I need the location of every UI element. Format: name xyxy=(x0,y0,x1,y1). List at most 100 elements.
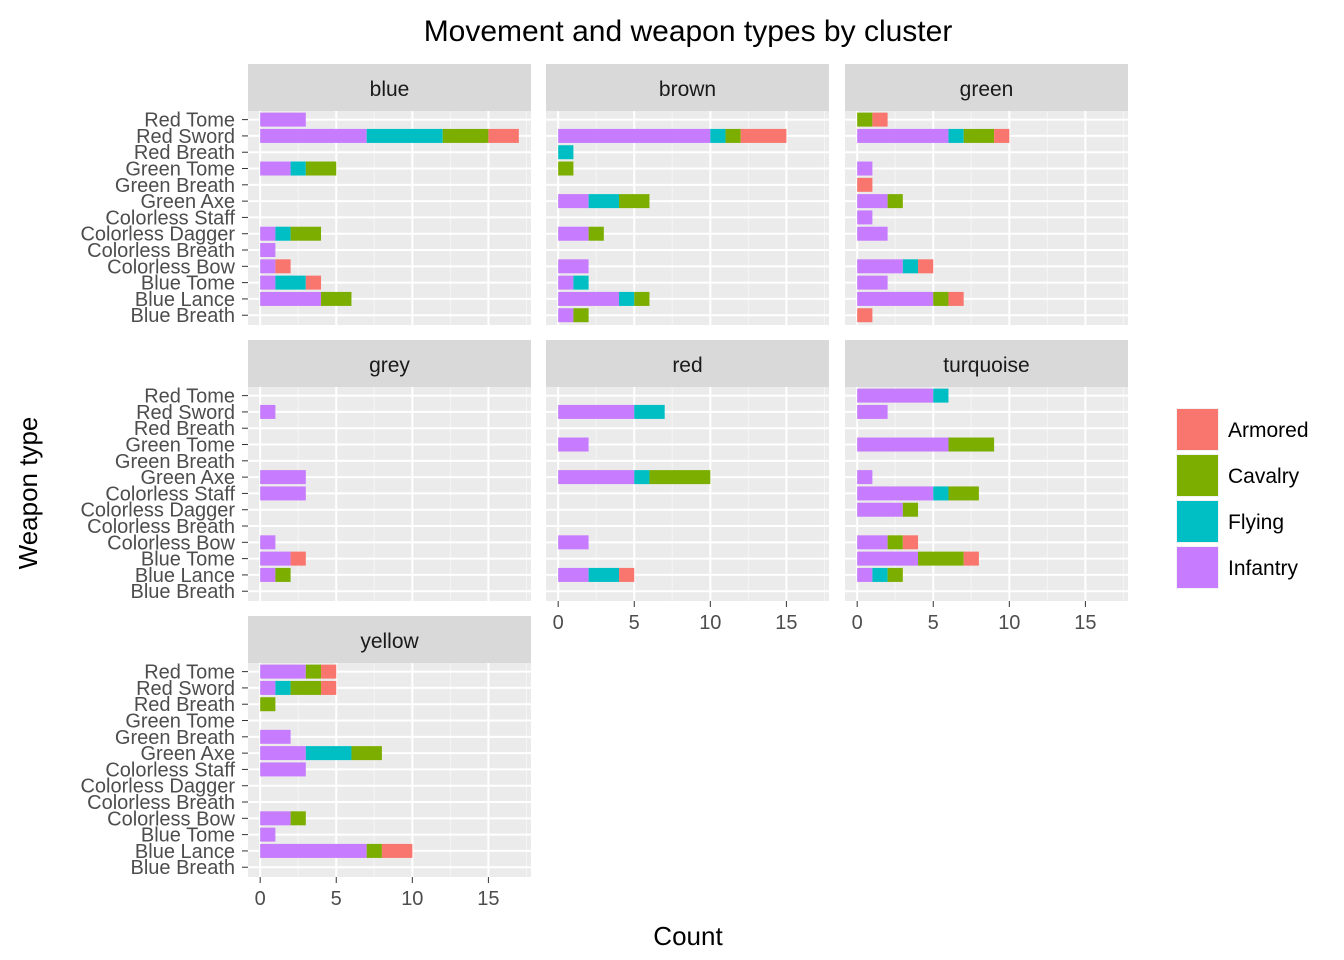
bar-segment-infantry xyxy=(260,843,367,858)
facet-strip-label: brown xyxy=(659,78,716,101)
bar-segment-infantry xyxy=(260,291,322,306)
facet-green: green xyxy=(845,64,1128,325)
y-tick-label: Blue Tome xyxy=(141,825,235,847)
facet-strip-label: green xyxy=(960,78,1014,101)
legend-label: Infantry xyxy=(1228,557,1299,580)
x-tick-label: 10 xyxy=(699,612,721,634)
bar-segment-cavalry xyxy=(290,226,322,241)
bar-segment-flying xyxy=(305,746,352,761)
bar-segment-cavalry xyxy=(588,226,604,241)
bar-segment-infantry xyxy=(558,226,589,241)
bar-segment-infantry xyxy=(558,194,589,209)
legend-label: Armored xyxy=(1228,419,1309,442)
bar-segment-armored xyxy=(740,128,787,143)
y-tick-label: Colorless Bow xyxy=(107,532,235,554)
y-tick-label: Green Breath xyxy=(115,451,235,473)
y-tick-label: Green Axe xyxy=(140,743,235,765)
legend-swatch xyxy=(1177,409,1218,450)
bar-segment-cavalry xyxy=(321,291,352,306)
bar-segment-infantry xyxy=(260,535,276,550)
bar-segment-infantry xyxy=(558,259,589,274)
bar-segment-infantry xyxy=(260,811,291,826)
bar-segment-infantry xyxy=(558,535,589,550)
bar-segment-cavalry xyxy=(902,502,919,517)
bar-segment-infantry xyxy=(260,746,306,761)
bar-segment-infantry xyxy=(857,502,903,517)
facet-strip xyxy=(546,64,829,111)
bar-segment-cavalry xyxy=(442,128,489,143)
bar-segment-armored xyxy=(902,535,919,550)
y-tick-label: Blue Breath xyxy=(130,305,235,327)
bar-segment-flying xyxy=(948,128,964,143)
y-tick-label: Red Breath xyxy=(134,142,235,164)
y-tick-label: Red Tome xyxy=(144,662,235,684)
bar-segment-infantry xyxy=(260,762,306,777)
bar-segment-armored xyxy=(321,680,337,695)
x-tick-label: 0 xyxy=(852,612,863,634)
bar-segment-flying xyxy=(588,194,620,209)
bar-segment-infantry xyxy=(260,470,306,485)
bar-segment-infantry xyxy=(260,567,276,582)
bar-segment-cavalry xyxy=(887,535,903,550)
bar-segment-infantry xyxy=(260,664,306,679)
bar-segment-flying xyxy=(573,275,589,290)
chart-title: Movement and weapon types by cluster xyxy=(424,15,953,48)
bar-segment-flying xyxy=(619,291,635,306)
bar-segment-flying xyxy=(366,128,443,143)
bar-segment-cavalry xyxy=(351,746,382,761)
y-tick-label: Blue Tome xyxy=(141,549,235,571)
facet-red: red 0 5 10 15 xyxy=(546,340,829,634)
x-axis-title: Count xyxy=(653,921,723,951)
bar-segment-infantry xyxy=(260,486,306,501)
bar-segment-infantry xyxy=(558,291,620,306)
legend-item-cavalry: Cavalry xyxy=(1176,454,1300,497)
y-tick-label: Red Tome xyxy=(144,386,235,408)
y-tick-label: Green Axe xyxy=(140,191,235,213)
bar-segment-infantry xyxy=(558,404,635,419)
bar-segment-infantry xyxy=(260,259,276,274)
bar-segment-infantry xyxy=(857,388,934,403)
y-tick-label: Red Breath xyxy=(134,694,235,716)
y-tick-label: Blue Breath xyxy=(130,857,235,879)
bar-segment-armored xyxy=(994,128,1010,143)
facet-strip-label: yellow xyxy=(360,630,419,653)
legend-label: Flying xyxy=(1228,511,1284,534)
bar-segment-cavalry xyxy=(260,697,276,712)
bar-segment-flying xyxy=(275,275,306,290)
bar-segment-infantry xyxy=(260,404,276,419)
facet-strip xyxy=(546,340,829,387)
bar-segment-cavalry xyxy=(573,308,589,323)
bar-segment-infantry xyxy=(558,128,711,143)
bar-segment-armored xyxy=(305,275,322,290)
bar-segment-infantry xyxy=(558,470,635,485)
y-tick-label: Colorless Staff xyxy=(105,207,235,229)
y-tick-label: Colorless Breath xyxy=(87,516,235,538)
legend-item-armored: Armored xyxy=(1176,408,1309,451)
y-tick-label: Colorless Bow xyxy=(107,256,235,278)
y-tick-label: Blue Lance xyxy=(135,289,235,311)
bar-segment-cavalry xyxy=(725,128,741,143)
bar-segment-infantry xyxy=(857,194,888,209)
bar-segment-flying xyxy=(558,145,574,160)
facet-strip xyxy=(248,616,531,663)
bar-segment-armored xyxy=(857,177,873,192)
bar-segment-cavalry xyxy=(275,567,291,582)
bar-segment-infantry xyxy=(558,308,574,323)
bar-segment-infantry xyxy=(857,291,934,306)
bar-segment-cavalry xyxy=(963,128,995,143)
bar-segment-infantry xyxy=(558,275,574,290)
bar-segment-armored xyxy=(321,664,337,679)
bar-segment-infantry xyxy=(857,210,873,225)
y-tick-label: Blue Lance xyxy=(135,565,235,587)
legend-label: Cavalry xyxy=(1228,465,1300,488)
y-tick-label: Colorless Dagger xyxy=(80,224,235,246)
x-tick-label: 0 xyxy=(553,612,564,634)
bar-segment-flying xyxy=(275,226,291,241)
bar-segment-infantry xyxy=(260,226,276,241)
facet-brown: brown xyxy=(546,64,829,325)
bar-segment-flying xyxy=(275,680,291,695)
bar-segment-cavalry xyxy=(887,194,903,209)
y-tick-label: Green Tome xyxy=(125,435,235,457)
legend-swatch xyxy=(1177,455,1218,496)
